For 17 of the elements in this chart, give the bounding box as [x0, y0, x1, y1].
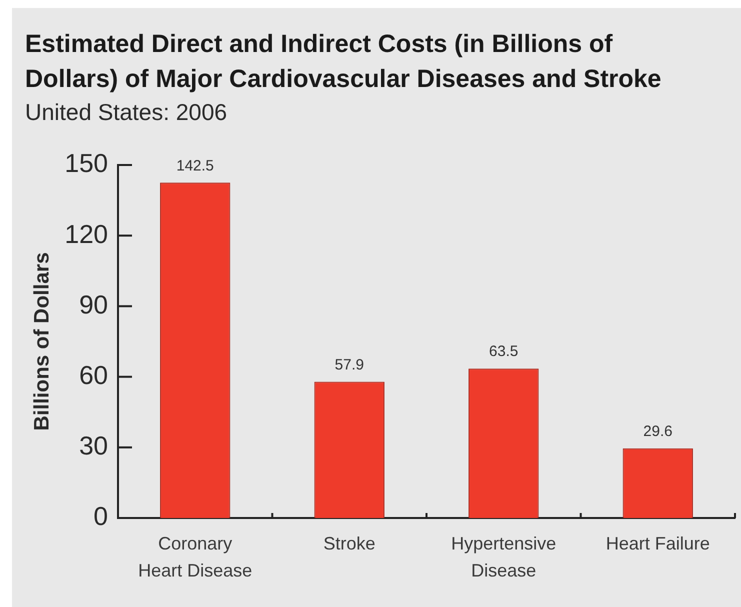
y-tick-label: 30	[79, 430, 108, 461]
x-tick-label: Stroke	[323, 533, 376, 554]
data-label: 63.5	[489, 343, 518, 360]
data-label: 29.6	[643, 422, 672, 440]
y-tick-label: 120	[64, 218, 108, 249]
y-tick-label: 0	[94, 501, 108, 532]
data-label: 57.9	[334, 356, 364, 374]
x-tick-label: Hypertensive Disease	[451, 533, 556, 580]
y-tick-label: 90	[79, 289, 108, 320]
data-label: 142.5	[176, 157, 214, 174]
x-tick-label: Coronary Heart Disease	[138, 533, 252, 580]
y-tick-label: 60	[79, 360, 108, 390]
chart-subtitle: United States: 2006	[25, 99, 228, 125]
chart-title: Estimated Direct and Indirect Costs (in Billions of Dollars) of Major Cardiovascular Diseases and Stroke	[25, 29, 662, 95]
y-axis-title: Billions of Dollars	[30, 252, 54, 431]
y-tick-label: 150	[64, 148, 108, 178]
x-tick-label: Heart Failure	[606, 533, 710, 554]
